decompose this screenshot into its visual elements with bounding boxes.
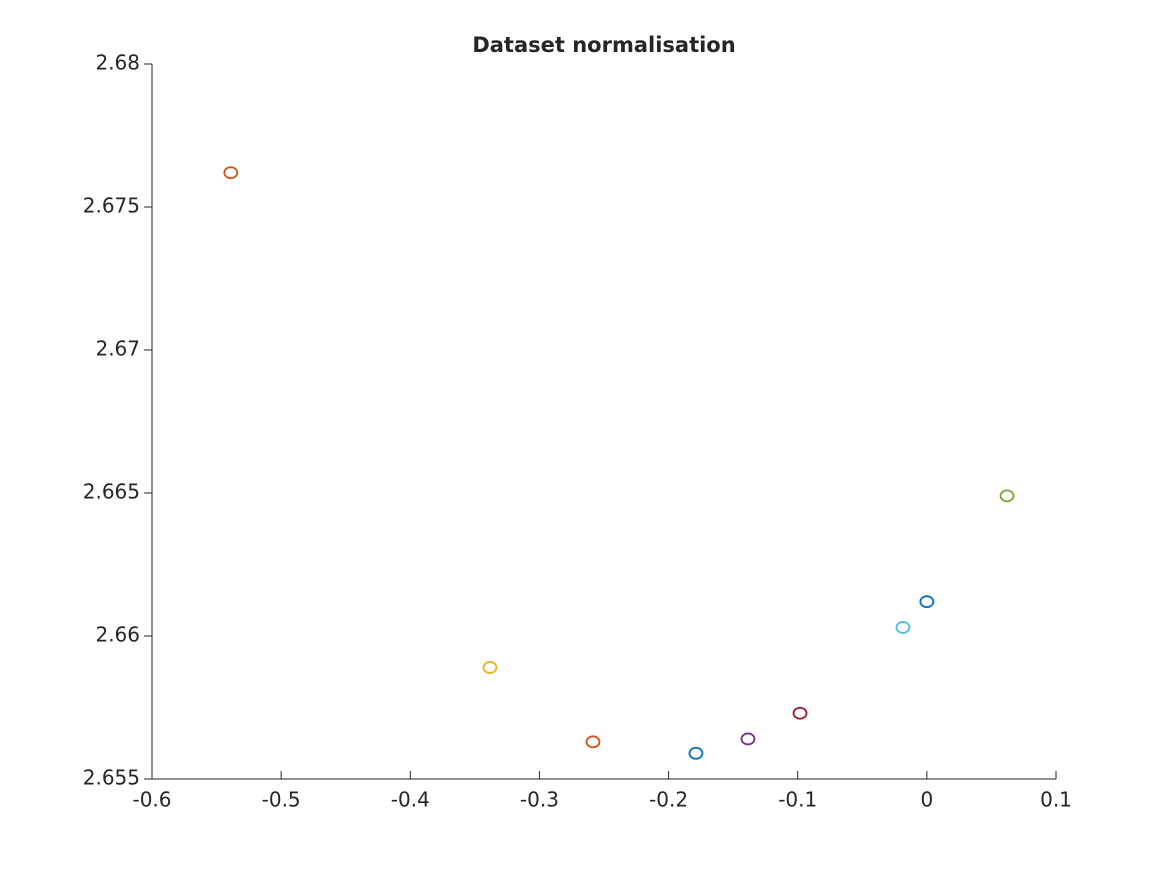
y-tick-label: 2.655	[83, 766, 140, 790]
y-tick-label: 2.68	[95, 51, 140, 75]
x-tick-label: -0.3	[520, 788, 559, 812]
x-tick-label: -0.5	[262, 788, 301, 812]
point	[919, 595, 935, 609]
point	[895, 621, 911, 634]
x-tick-label: -0.4	[391, 788, 430, 812]
y-tick-label: 2.66	[95, 623, 140, 647]
y-tick-label: 2.675	[83, 194, 140, 218]
point	[585, 735, 601, 749]
point	[740, 732, 756, 746]
y-tick-label: 2.665	[83, 480, 140, 504]
point	[482, 661, 498, 674]
x-tick-label: 0.1	[1040, 788, 1072, 812]
point	[999, 489, 1015, 503]
point	[688, 746, 704, 760]
y-tick-label: 2.67	[95, 337, 140, 361]
x-tick-label: -0.1	[778, 788, 817, 812]
x-tick-label: 0	[920, 788, 933, 812]
point	[792, 706, 808, 720]
x-tick-label: -0.6	[132, 788, 171, 812]
chart-title: Dataset normalisation	[472, 33, 735, 57]
point	[223, 166, 239, 180]
x-tick-label: -0.2	[649, 788, 688, 812]
